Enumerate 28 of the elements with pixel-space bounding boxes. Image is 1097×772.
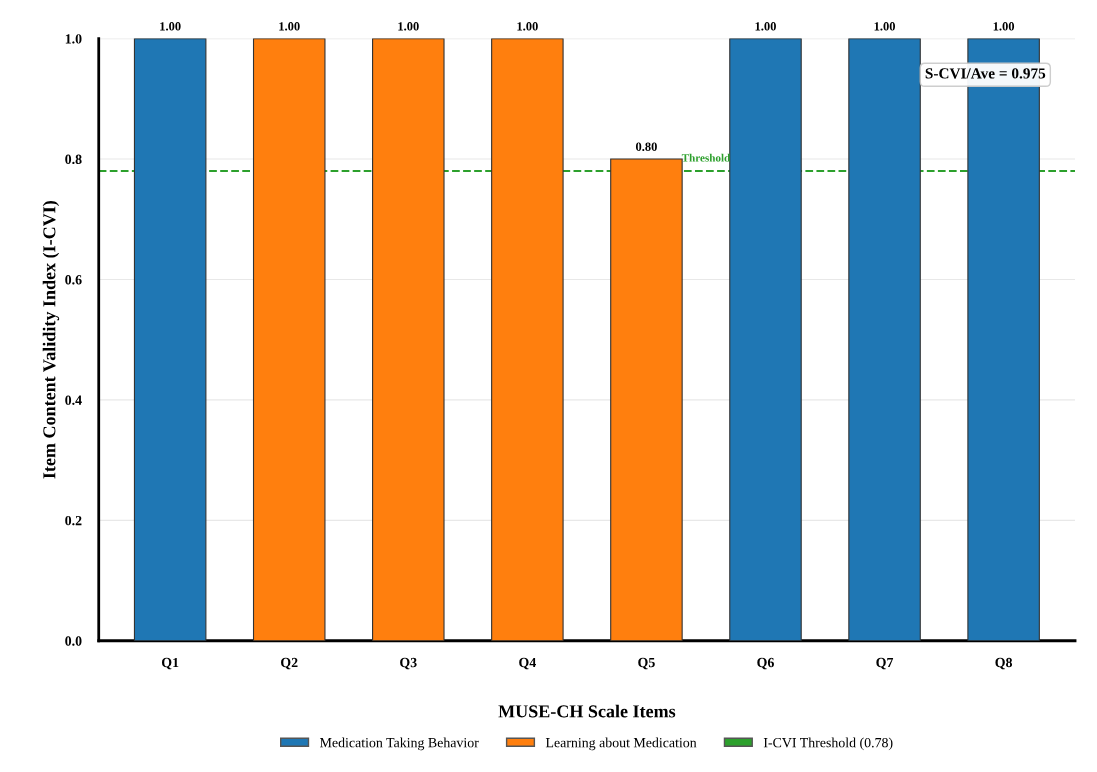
y-tick-label: 0.4 [65, 395, 82, 405]
x-axis-title: MUSE-CH Scale Items [498, 704, 676, 718]
data-label: 1.00 [755, 22, 776, 31]
x-tick-label: Q8 [995, 657, 1013, 670]
y-axis-title: Item Content Validity Index (I-CVI) [42, 201, 60, 479]
legend-label: Learning about Medication [545, 737, 697, 751]
x-tick-label: Q7 [876, 657, 894, 670]
data-label: 0.80 [635, 142, 657, 151]
data-label: 1.00 [517, 22, 538, 31]
legend-label: I-CVI Threshold (0.78) [763, 737, 893, 751]
y-tick-label: 0.6 [65, 275, 82, 285]
y-tick-label: 0.0 [65, 636, 82, 646]
data-label: 1.00 [160, 22, 181, 31]
annotation: S-CVI/Ave = 0.975 [925, 68, 1046, 79]
y-tick-label: 0.2 [65, 515, 82, 526]
data-label: 1.00 [993, 22, 1015, 31]
y-tick-label: 0.8 [65, 154, 82, 165]
x-tick-label: Q4 [519, 657, 536, 670]
data-label: 1.00 [874, 22, 896, 31]
data-label: 1.00 [398, 22, 419, 31]
x-tick-label: Q5 [638, 657, 655, 670]
x-tick-label: Q3 [400, 657, 417, 670]
data-label: 1.00 [279, 22, 300, 31]
y-tick-label: 1.0 [65, 34, 82, 44]
x-tick-label: Q6 [757, 657, 774, 670]
legend-label: Medication Taking Behavior [319, 737, 479, 751]
x-tick-label: Q2 [281, 657, 298, 670]
x-tick-label: Q1 [161, 657, 179, 670]
